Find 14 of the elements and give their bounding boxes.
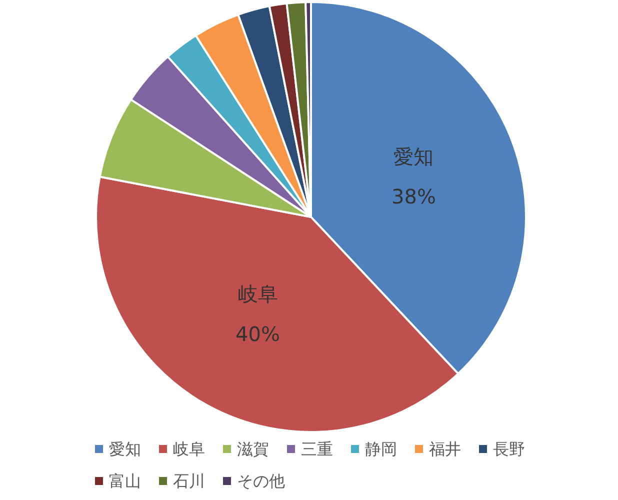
data-label: 38% — [392, 184, 436, 208]
legend-label: その他 — [237, 472, 285, 490]
legend-label: 長野 — [493, 440, 525, 458]
legend-label: 滋賀 — [237, 440, 269, 458]
legend-label: 愛知 — [109, 440, 141, 458]
legend-label: 石川 — [173, 472, 205, 490]
legend-label: 富山 — [109, 472, 141, 490]
slice-label: 愛知 — [394, 144, 434, 168]
legend-label: 三重 — [301, 440, 333, 458]
legend-label: 静岡 — [365, 440, 397, 458]
data-label: 40% — [236, 322, 280, 346]
slice-label: 岐阜 — [238, 282, 278, 306]
legend-label: 岐阜 — [173, 440, 205, 458]
legend-label: 福井 — [429, 440, 461, 458]
